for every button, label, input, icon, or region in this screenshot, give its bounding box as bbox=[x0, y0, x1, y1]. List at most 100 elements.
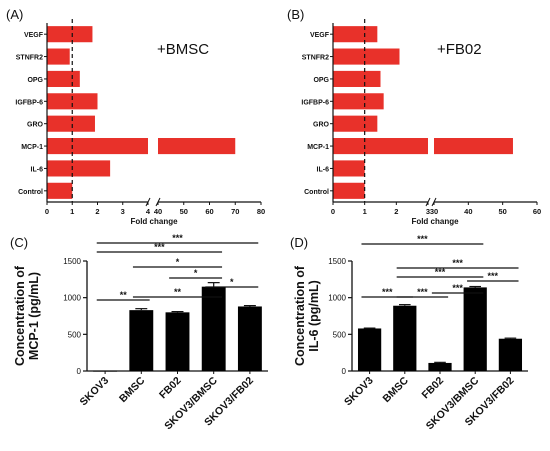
significance-label: *** bbox=[452, 283, 463, 293]
y-tick-label: 0 bbox=[77, 367, 82, 376]
x-tick-label: 4 bbox=[146, 207, 151, 216]
bar bbox=[129, 310, 154, 371]
bar bbox=[47, 182, 73, 199]
bar bbox=[165, 312, 190, 371]
significance-label: ** bbox=[174, 287, 182, 297]
x-tick-label: 50 bbox=[498, 207, 506, 216]
category-label: IGFBP-6 bbox=[301, 99, 329, 106]
bar bbox=[47, 93, 98, 110]
x-tick-label: 1 bbox=[70, 207, 74, 216]
category-label: IGFBP-6 bbox=[15, 99, 43, 106]
x-tick-label: 40 bbox=[154, 207, 162, 216]
x-tick-label: 80 bbox=[257, 207, 265, 216]
bar bbox=[333, 26, 378, 43]
category-label: VEGF bbox=[24, 32, 44, 39]
panel-annotation: +FB02 bbox=[437, 41, 482, 58]
bar bbox=[428, 362, 452, 371]
x-tick-label: 3 bbox=[121, 207, 125, 216]
bar bbox=[357, 328, 382, 371]
category-label: IL-6 bbox=[31, 166, 44, 173]
panel-label: (D) bbox=[290, 235, 308, 250]
bar bbox=[393, 305, 417, 371]
y-tick-label: 500 bbox=[68, 330, 82, 339]
y-tick-label: 1000 bbox=[63, 294, 81, 303]
x-axis-label: Fold change bbox=[411, 217, 459, 226]
bar bbox=[463, 287, 487, 371]
y-tick-label: 1500 bbox=[328, 257, 346, 266]
x-tick-label: BMSC bbox=[381, 374, 412, 405]
x-tick-label: 70 bbox=[231, 207, 239, 216]
significance-label: *** bbox=[488, 271, 499, 281]
significance-label: *** bbox=[417, 234, 428, 244]
category-label: Control bbox=[18, 189, 43, 196]
panel-label: (A) bbox=[6, 7, 23, 22]
significance-label: *** bbox=[417, 287, 428, 297]
panel-annotation: +BMSC bbox=[157, 41, 209, 58]
bar bbox=[47, 138, 148, 155]
x-tick-label: 2 bbox=[95, 207, 99, 216]
significance-label: * bbox=[176, 257, 180, 267]
bar bbox=[498, 338, 523, 371]
x-tick-label: 40 bbox=[464, 207, 472, 216]
y-tick-label: 1000 bbox=[328, 294, 346, 303]
x-tick-label: 50 bbox=[180, 207, 188, 216]
x-tick-label: 0 bbox=[331, 207, 335, 216]
bar bbox=[47, 160, 111, 177]
y-tick-label: 0 bbox=[342, 367, 347, 376]
category-label: Control bbox=[304, 189, 329, 196]
category-label: MCP-1 bbox=[21, 144, 43, 151]
x-tick-label: 3 bbox=[426, 207, 430, 216]
y-axis-label: Concentration ofMCP-1 (pg/mL) bbox=[13, 265, 41, 366]
category-label: OPG bbox=[313, 77, 329, 84]
significance-label: *** bbox=[382, 287, 393, 297]
category-label: IL-6 bbox=[317, 166, 330, 173]
y-axis-label: Concentration ofIL-6 (pg/mL) bbox=[293, 265, 321, 366]
category-label: OPG bbox=[27, 77, 43, 84]
bar-continued bbox=[434, 138, 513, 155]
significance-label: *** bbox=[435, 267, 446, 277]
y-tick-label: 500 bbox=[333, 330, 347, 339]
category-label: STNFR2 bbox=[302, 55, 329, 62]
x-tick-label: 60 bbox=[205, 207, 213, 216]
category-label: GRO bbox=[313, 122, 330, 129]
significance-label: * bbox=[230, 277, 234, 287]
panel-label: (C) bbox=[10, 235, 28, 250]
x-tick-label: SKOV3 bbox=[342, 375, 376, 409]
y-tick-label: 1500 bbox=[63, 257, 81, 266]
significance-label: *** bbox=[154, 242, 165, 252]
bar-continued bbox=[158, 138, 236, 155]
category-label: STNFR2 bbox=[16, 55, 43, 62]
bar bbox=[333, 182, 365, 199]
category-label: VEGF bbox=[310, 32, 330, 39]
significance-label: * bbox=[194, 268, 198, 278]
significance-label: *** bbox=[172, 233, 183, 243]
x-axis-label: Fold change bbox=[130, 217, 178, 226]
x-tick-label: 1 bbox=[363, 207, 367, 216]
x-tick-label: 30 bbox=[430, 207, 438, 216]
x-tick-label: 0 bbox=[45, 207, 49, 216]
significance-label: ** bbox=[120, 290, 128, 300]
category-label: GRO bbox=[27, 122, 44, 129]
bar bbox=[47, 48, 70, 65]
bar bbox=[333, 160, 365, 177]
category-label: MCP-1 bbox=[307, 144, 329, 151]
bar bbox=[333, 115, 378, 132]
bar bbox=[333, 93, 384, 110]
significance-label: *** bbox=[452, 258, 463, 268]
bar bbox=[333, 48, 400, 65]
bar bbox=[333, 70, 381, 87]
panel-label: (B) bbox=[287, 7, 304, 22]
bar bbox=[47, 70, 80, 87]
bar bbox=[47, 115, 95, 132]
x-tick-label: 2 bbox=[394, 207, 398, 216]
bar bbox=[47, 26, 93, 43]
bar bbox=[333, 138, 428, 155]
x-tick-label: 60 bbox=[533, 207, 541, 216]
bar bbox=[237, 306, 262, 371]
x-tick-label: BMSC bbox=[117, 374, 148, 405]
x-tick-label: FB02 bbox=[157, 375, 184, 402]
bar bbox=[201, 286, 226, 371]
x-tick-label: FB02 bbox=[419, 375, 446, 402]
x-tick-label: SKOV3 bbox=[78, 375, 112, 409]
